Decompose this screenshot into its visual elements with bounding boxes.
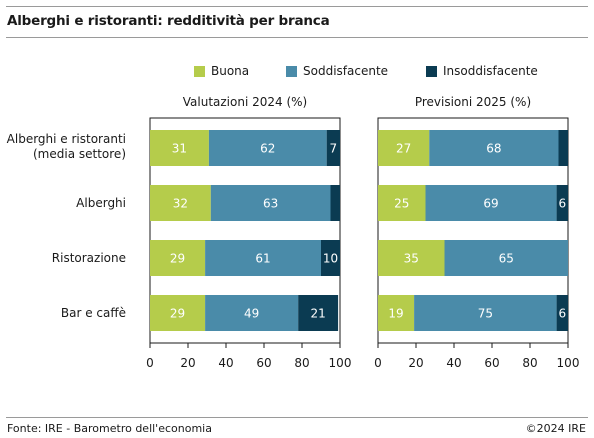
legend-swatch-insoddisfacente: [426, 65, 437, 77]
x-tick-label-2025: 100: [557, 356, 580, 370]
category-label-line: Alberghi: [76, 196, 126, 210]
legend-swatch-soddisfacente: [286, 65, 297, 77]
plot-frame-2025: [377, 117, 569, 344]
data-label-soddisfacente-2025: 75: [478, 307, 493, 321]
legend-item-soddisfacente: Soddisfacente: [286, 64, 388, 78]
data-label-buona-2024: 29: [170, 307, 185, 321]
footer-source: Fonte: IRE - Barometro dell'economia: [7, 422, 212, 435]
bar-buona-2025: [378, 295, 415, 331]
category-label-line: Bar e caffè: [60, 306, 126, 320]
bar-insoddisfacente-2024: [321, 240, 340, 276]
category-label-media-settore: Alberghi e ristoranti (media settore): [0, 132, 126, 162]
data-label-insoddisfacente-2025: 6: [558, 197, 566, 211]
bar-soddisfacente-2024: [208, 130, 327, 166]
data-label-buona-2024: 31: [172, 142, 187, 156]
category-label-alberghi: Alberghi: [0, 196, 126, 211]
data-label-insoddisfacente-2024: 10: [323, 252, 338, 266]
bar-soddisfacente-2025: [414, 295, 557, 331]
data-label-soddisfacente-2025: 68: [486, 142, 501, 156]
category-label-line: (media settore): [33, 147, 126, 161]
data-label-insoddisfacente-2024: 7: [330, 142, 338, 156]
chart-title: Alberghi e ristoranti: redditività per b…: [7, 13, 330, 29]
bar-soddisfacente-2024: [205, 240, 321, 276]
data-label-insoddisfacente-2024: 21: [311, 307, 326, 321]
bar-buona-2025: [378, 185, 426, 221]
x-tick-label-2025: 60: [484, 356, 499, 370]
x-tick-label-2024: 80: [294, 356, 309, 370]
bar-soddisfacente-2024: [210, 185, 331, 221]
bar-soddisfacente-2025: [444, 240, 568, 276]
x-tick-label-2024: 60: [256, 356, 271, 370]
x-tick-label-2025: 20: [408, 356, 423, 370]
plot-frame-2024: [149, 117, 341, 344]
data-label-buona-2025: 27: [396, 142, 411, 156]
data-label-soddisfacente-2025: 65: [499, 252, 514, 266]
data-label-buona-2025: 35: [404, 252, 419, 266]
bar-insoddisfacente-2024: [326, 130, 340, 166]
bar-buona-2024: [150, 240, 206, 276]
category-label-line: Ristorazione: [51, 251, 126, 265]
footer-copyright: ©2024 IRE: [525, 422, 586, 435]
legend-label-buona: Buona: [211, 64, 250, 78]
data-label-soddisfacente-2024: 63: [263, 197, 278, 211]
data-label-soddisfacente-2024: 62: [260, 142, 275, 156]
legend-item-insoddisfacente: Insoddisfacente: [426, 64, 538, 78]
x-tick-label-2024: 0: [146, 356, 154, 370]
category-label-line: Alberghi e ristoranti: [6, 132, 126, 146]
data-label-buona-2024: 32: [173, 197, 188, 211]
data-label-buona-2025: 25: [394, 197, 409, 211]
legend-swatch-buona: [194, 65, 205, 77]
x-tick-label-2024: 100: [329, 356, 352, 370]
top-rule: [6, 6, 588, 7]
legend-item-buona: Buona: [194, 64, 249, 78]
bar-insoddisfacente-2024: [298, 295, 339, 331]
bar-buona-2025: [378, 240, 445, 276]
bar-buona-2024: [150, 185, 211, 221]
panel-title-2024: Valutazioni 2024 (%): [182, 95, 308, 109]
bar-soddisfacente-2025: [425, 185, 557, 221]
data-label-buona-2025: 19: [388, 307, 403, 321]
bar-buona-2024: [150, 295, 206, 331]
bar-buona-2024: [150, 130, 209, 166]
bar-insoddisfacente-2024: [330, 185, 340, 221]
footer-rule: [6, 417, 588, 418]
bar-insoddisfacente-2025: [556, 295, 568, 331]
legend-label-insoddisfacente: Insoddisfacente: [443, 64, 538, 78]
title-rule: [6, 37, 588, 38]
data-label-soddisfacente-2024: 61: [255, 252, 270, 266]
bar-buona-2025: [378, 130, 430, 166]
category-label-bar-caffe: Bar e caffè: [0, 306, 126, 321]
data-label-soddisfacente-2025: 69: [483, 197, 498, 211]
bar-soddisfacente-2025: [429, 130, 559, 166]
bar-soddisfacente-2024: [205, 295, 299, 331]
panel-title-2025: Previsioni 2025 (%): [414, 95, 532, 109]
legend: Buona Soddisfacente Insoddisfacente: [0, 64, 594, 82]
legend-label-soddisfacente: Soddisfacente: [303, 64, 389, 78]
data-label-insoddisfacente-2025: 6: [558, 307, 566, 321]
x-tick-label-2025: 80: [522, 356, 537, 370]
bar-insoddisfacente-2025: [556, 185, 568, 221]
data-label-soddisfacente-2024: 49: [244, 307, 259, 321]
category-label-ristorazione: Ristorazione: [0, 251, 126, 266]
data-label-buona-2024: 29: [170, 252, 185, 266]
x-tick-label-2024: 20: [180, 356, 195, 370]
x-tick-label-2025: 0: [374, 356, 382, 370]
bar-insoddisfacente-2025: [558, 130, 568, 166]
x-tick-label-2025: 40: [446, 356, 461, 370]
x-tick-label-2024: 40: [218, 356, 233, 370]
